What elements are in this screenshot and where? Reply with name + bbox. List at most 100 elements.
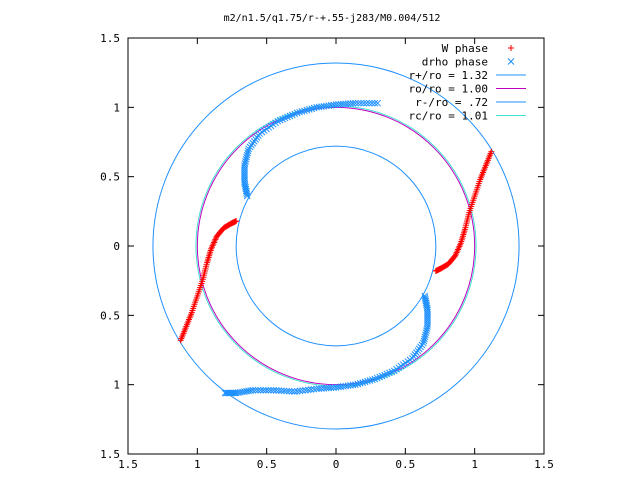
- marker-stroke: [421, 333, 429, 341]
- marker-stroke: [305, 106, 313, 113]
- marker-stroke: [318, 385, 325, 392]
- marker-stroke: [335, 101, 342, 108]
- x-tick-label: 0.5: [395, 458, 415, 471]
- marker-stroke: [224, 389, 232, 397]
- cross-marker: [241, 160, 249, 167]
- legend-entry: W phase: [442, 42, 514, 55]
- cross-marker: [262, 386, 270, 394]
- marker-stroke: [315, 385, 323, 393]
- cross-marker: [363, 99, 370, 107]
- circle-r1_32: [152, 62, 520, 430]
- plus-marker: [432, 267, 439, 274]
- marker-stroke: [243, 190, 251, 198]
- marker-stroke: [241, 160, 249, 167]
- marker-stroke: [327, 384, 335, 392]
- marker-stroke: [332, 384, 340, 391]
- cross-marker: [243, 151, 251, 159]
- y-tick-label: 0.5: [100, 171, 120, 184]
- marker-stroke: [344, 100, 352, 108]
- marker-stroke: [354, 380, 362, 388]
- marker-stroke: [244, 149, 251, 157]
- cross-marker: [371, 375, 379, 383]
- marker-stroke: [223, 389, 230, 397]
- marker-stroke: [310, 385, 318, 393]
- marker-stroke: [293, 387, 301, 395]
- cross-marker: [422, 329, 430, 337]
- cross-marker: [265, 386, 272, 394]
- arm-1: [221, 292, 431, 397]
- marker-stroke: [344, 382, 352, 390]
- cross-marker: [366, 377, 374, 384]
- cross-marker: [308, 105, 316, 113]
- cross-marker: [371, 99, 379, 107]
- marker-stroke: [245, 387, 252, 395]
- cross-marker: [285, 387, 293, 395]
- cross-marker: [359, 379, 367, 386]
- cross-marker: [423, 325, 431, 332]
- cross-marker: [296, 108, 303, 116]
- marker-stroke: [352, 381, 359, 389]
- plus-marker: [233, 218, 240, 225]
- marker-stroke: [365, 99, 373, 107]
- cross-marker: [296, 387, 304, 395]
- marker-stroke: [422, 331, 429, 339]
- marker-stroke: [259, 386, 267, 394]
- cross-marker: [223, 389, 230, 397]
- marker-stroke: [242, 187, 250, 195]
- marker-stroke: [288, 388, 296, 395]
- cross-marker: [365, 99, 373, 107]
- marker-stroke: [339, 100, 347, 108]
- cross-marker: [224, 389, 232, 397]
- legend-entry: rc/ro = 1.01: [409, 110, 526, 123]
- marker-stroke: [241, 162, 248, 169]
- marker-stroke: [249, 386, 257, 394]
- cross-marker: [354, 99, 362, 107]
- marker-stroke: [422, 329, 430, 337]
- marker-stroke: [357, 99, 365, 107]
- marker-stroke: [283, 387, 290, 395]
- marker-stroke: [247, 387, 255, 394]
- marker-stroke: [303, 106, 311, 114]
- cross-marker: [304, 386, 312, 394]
- circle-r0_72: [235, 145, 437, 347]
- marker-stroke: [313, 103, 320, 111]
- marker-stroke: [342, 382, 350, 390]
- arm-0: [177, 218, 240, 344]
- marker-stroke: [239, 388, 246, 396]
- cross-marker: [303, 106, 311, 114]
- marker-stroke: [302, 386, 309, 394]
- marker-stroke: [242, 185, 250, 193]
- x-tick-label: 1.5: [118, 458, 138, 471]
- marker-stroke: [322, 384, 330, 392]
- marker-stroke: [421, 335, 428, 343]
- marker-stroke: [243, 189, 250, 196]
- x-tick-label: 1: [471, 458, 478, 471]
- x-tick-label: 1.5: [534, 458, 554, 471]
- x-tick-label: 0.5: [257, 458, 277, 471]
- marker-stroke: [241, 182, 249, 190]
- marker-stroke: [371, 375, 379, 383]
- marker-stroke: [354, 99, 362, 107]
- marker-stroke: [374, 99, 381, 107]
- marker-stroke: [356, 379, 364, 387]
- cross-marker: [293, 387, 301, 395]
- marker-stroke: [330, 384, 337, 391]
- cross-marker: [424, 323, 431, 330]
- marker-stroke: [360, 99, 368, 107]
- marker-stroke: [322, 102, 330, 110]
- cross-marker: [307, 386, 315, 393]
- y-tick-label: 1.5: [100, 32, 120, 45]
- circle-r1: [196, 106, 476, 386]
- marker-stroke: [420, 337, 428, 345]
- marker-stroke: [421, 294, 429, 302]
- marker-stroke: [352, 99, 359, 107]
- cross-marker: [298, 108, 306, 115]
- legend-entry: ro/ro = 1.00: [409, 83, 526, 96]
- cross-marker: [275, 387, 283, 394]
- y-tick-label: 1: [113, 101, 120, 114]
- cross-marker: [254, 386, 262, 394]
- circle-r1_01: [195, 105, 477, 387]
- marker-stroke: [262, 386, 270, 394]
- marker-stroke: [242, 155, 250, 163]
